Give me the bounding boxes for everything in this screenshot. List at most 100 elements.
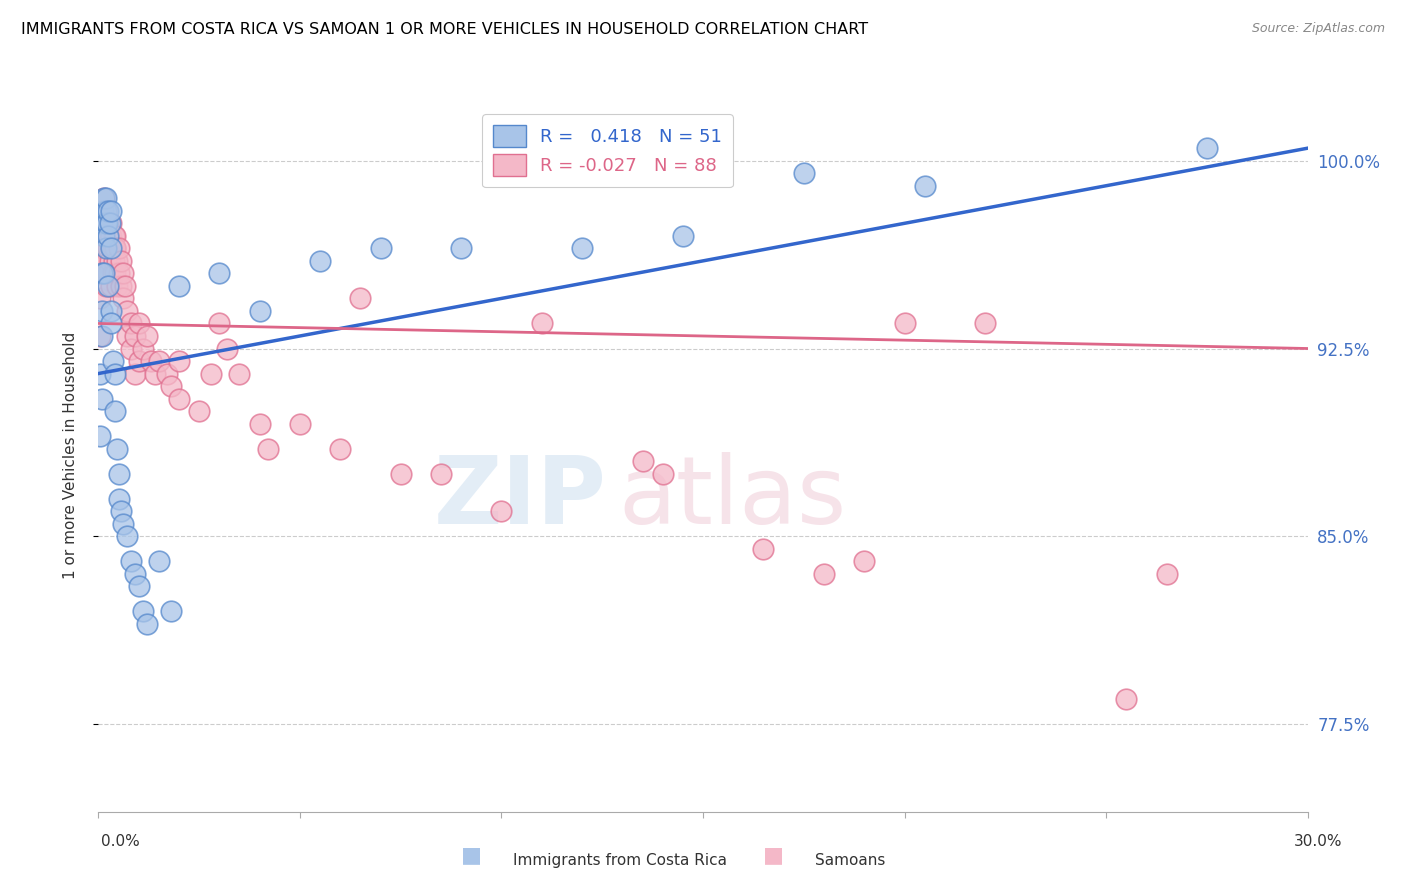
Point (793, 166, 815, 180)
Point (91, 304, 114, 318)
Point (208, 266, 231, 280)
Point (90, 266, 112, 280)
Point (107, 467, 129, 481)
Point (105, 279, 128, 293)
Point (813, 566, 835, 581)
Point (96, 241, 118, 255)
Point (430, 467, 453, 481)
Point (103, 228, 125, 243)
Point (100, 304, 122, 318)
Point (135, 329, 157, 343)
Point (91, 216, 114, 230)
Point (89, 292, 111, 306)
Point (111, 292, 134, 306)
Point (115, 529, 138, 543)
Point (1115, 692, 1137, 706)
Point (200, 367, 222, 381)
Point (128, 317, 150, 331)
Text: ZIP: ZIP (433, 451, 606, 544)
Point (100, 279, 122, 293)
Point (389, 467, 412, 481)
Point (571, 241, 593, 255)
Point (96, 216, 118, 230)
Point (93, 216, 115, 230)
Point (124, 566, 146, 581)
Point (217, 342, 239, 356)
Point (288, 417, 311, 431)
Point (97, 241, 120, 255)
Point (100, 203, 122, 218)
Legend: R =   0.418   N = 51, R = -0.027   N = 88: R = 0.418 N = 51, R = -0.027 N = 88 (482, 114, 733, 187)
Point (107, 241, 129, 255)
Point (96, 228, 118, 243)
Point (110, 253, 132, 268)
Point (124, 329, 146, 343)
Point (128, 354, 150, 368)
Point (93, 266, 115, 280)
Point (132, 604, 155, 618)
Point (329, 442, 352, 456)
Point (96, 241, 118, 255)
Point (450, 241, 472, 255)
Point (114, 279, 136, 293)
Point (103, 266, 125, 280)
Point (249, 304, 271, 318)
Point (103, 404, 125, 418)
Point (96, 216, 118, 230)
Point (98, 216, 121, 230)
Point (128, 579, 150, 593)
Point (974, 317, 997, 331)
Point (135, 616, 157, 631)
Point (148, 354, 170, 368)
Point (93, 266, 115, 280)
Point (156, 367, 179, 381)
Text: atlas: atlas (619, 451, 846, 544)
Point (100, 228, 122, 243)
Point (1156, 566, 1178, 581)
Point (96, 216, 118, 230)
Point (96, 191, 118, 205)
Point (853, 554, 876, 568)
Point (97, 203, 120, 218)
Point (91, 203, 114, 218)
Point (491, 504, 513, 518)
Point (90, 329, 112, 343)
Point (107, 491, 129, 506)
Point (249, 417, 271, 431)
Point (96, 253, 118, 268)
Point (651, 467, 673, 481)
Point (97, 228, 120, 243)
Point (93, 191, 115, 205)
Point (752, 541, 775, 556)
Point (148, 554, 170, 568)
Point (91, 216, 114, 230)
Point (89, 329, 111, 343)
Point (94, 203, 117, 218)
Text: IMMIGRANTS FROM COSTA RICA VS SAMOAN 1 OR MORE VEHICLES IN HOUSEHOLD CORRELATION: IMMIGRANTS FROM COSTA RICA VS SAMOAN 1 O… (21, 22, 869, 37)
Point (91, 228, 114, 243)
Text: Immigrants from Costa Rica: Immigrants from Costa Rica (513, 853, 727, 868)
Point (167, 279, 190, 293)
Text: 30.0%: 30.0% (1295, 834, 1343, 849)
Point (120, 342, 142, 356)
Point (100, 216, 122, 230)
Point (94, 228, 117, 243)
Point (107, 266, 129, 280)
Point (530, 317, 553, 331)
Point (96, 203, 118, 218)
Point (103, 253, 125, 268)
Point (672, 228, 695, 243)
Point (103, 241, 125, 255)
Point (208, 317, 231, 331)
Point (105, 253, 128, 268)
Point (93, 191, 115, 205)
Point (91, 241, 114, 255)
Point (94, 203, 117, 218)
Point (124, 367, 146, 381)
Point (167, 354, 190, 368)
Point (132, 342, 155, 356)
Point (256, 442, 278, 456)
Point (228, 367, 250, 381)
Text: 0.0%: 0.0% (101, 834, 141, 849)
Point (111, 516, 134, 531)
